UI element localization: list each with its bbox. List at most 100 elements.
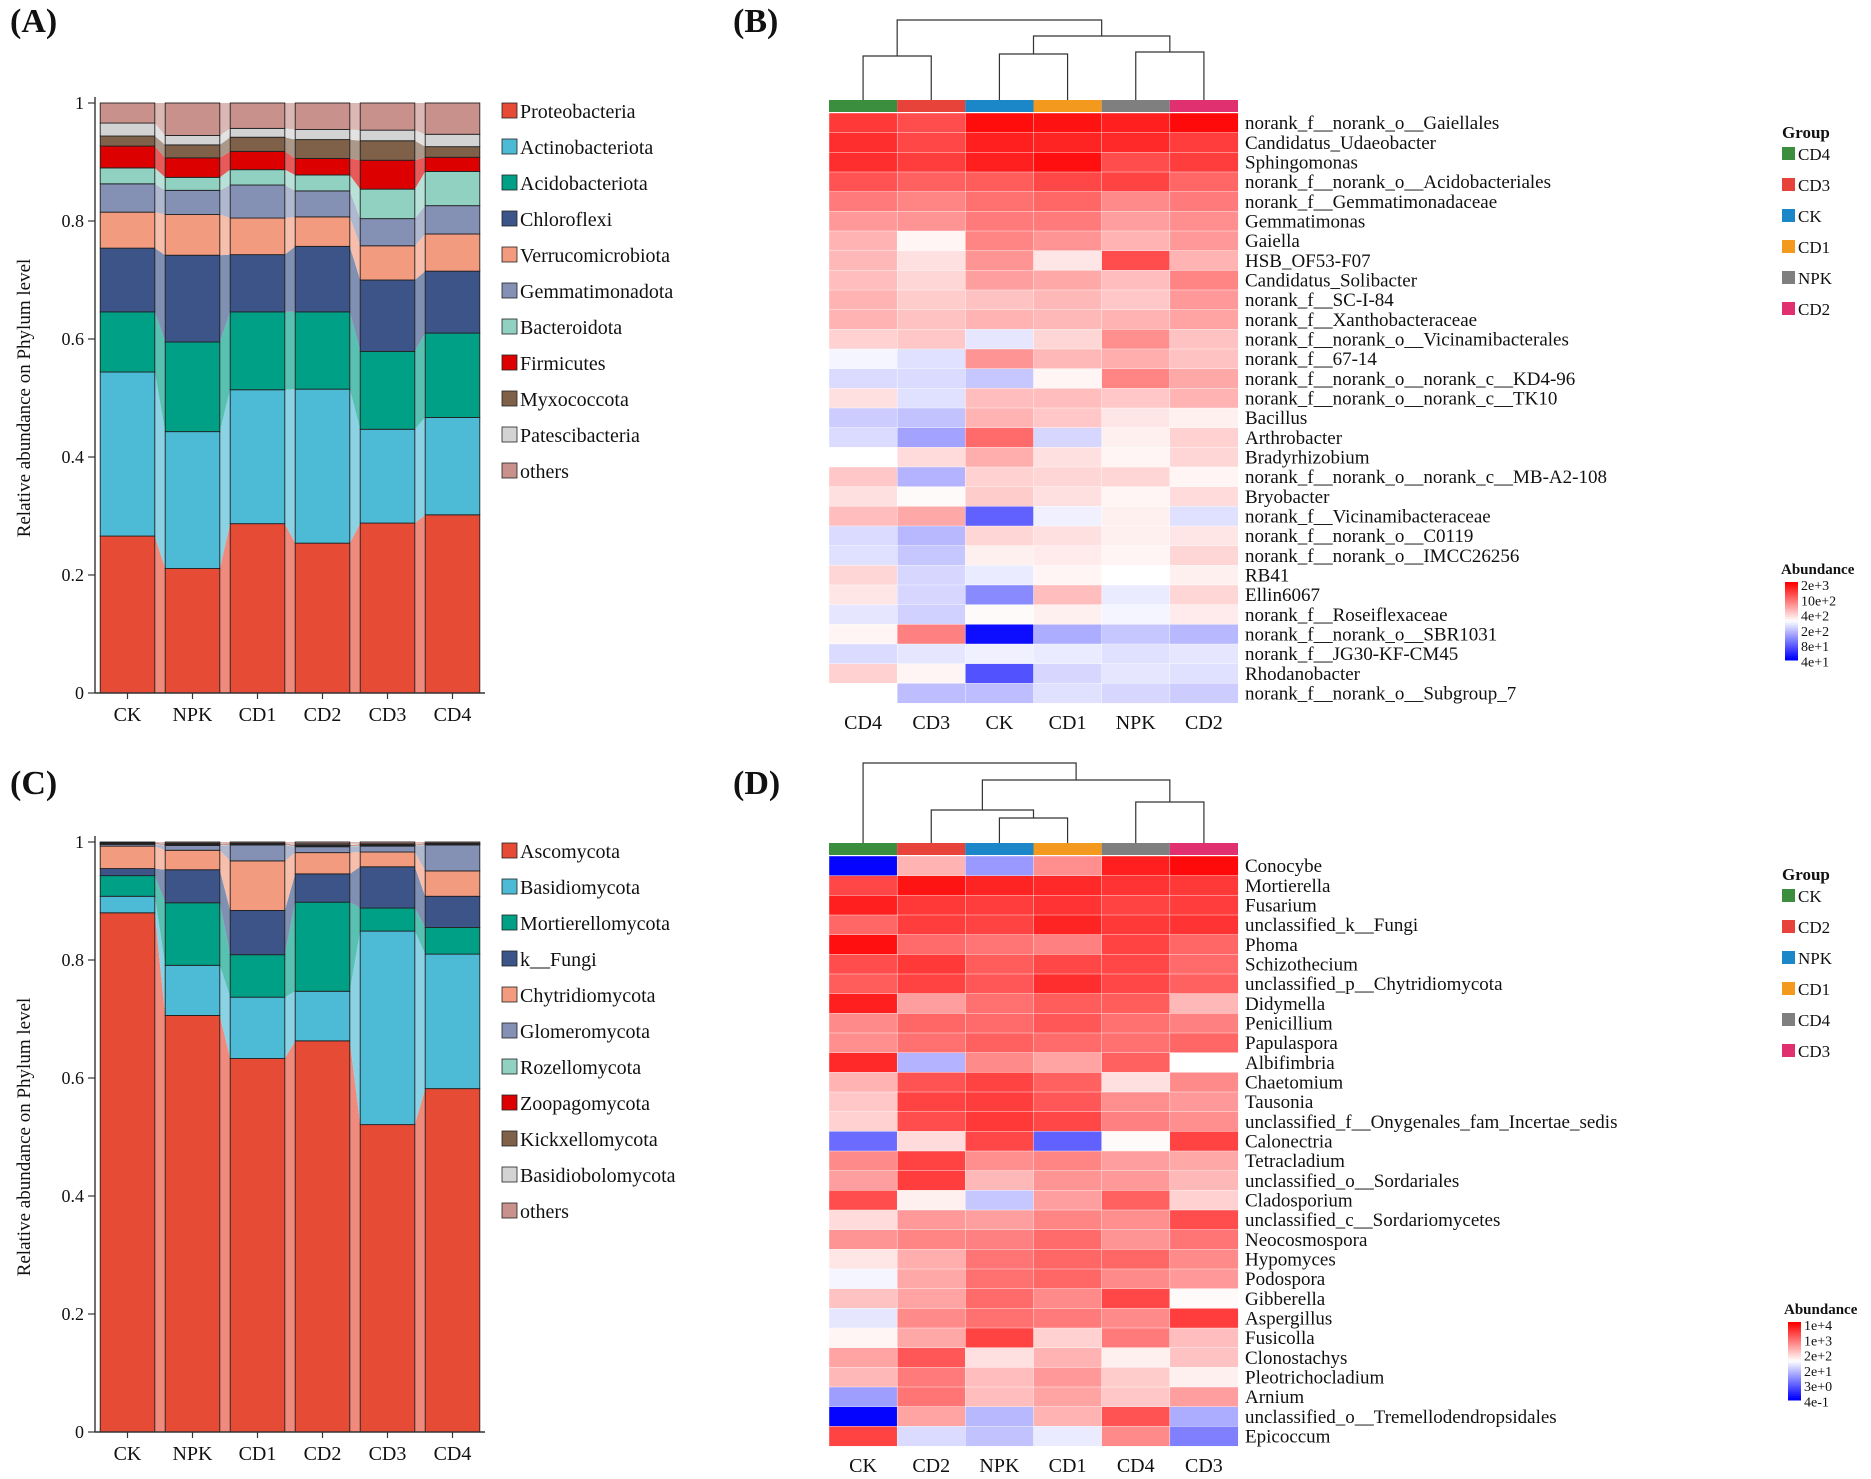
panel-label: (D): [733, 765, 780, 802]
colorbar-step: [1788, 1329, 1801, 1333]
colorbar-step: [1788, 1339, 1801, 1342]
bar-segment: [359, 245, 416, 281]
colorbar-step: [1788, 1345, 1801, 1348]
heatmap-cell: [965, 624, 1034, 645]
flow-band: [349, 246, 361, 352]
y-axis-title: Relative abundance on Phylum level: [14, 998, 35, 1277]
flow-band: [349, 389, 361, 544]
bar-segment: [99, 912, 156, 1433]
x-tick-label: CD1: [239, 704, 277, 726]
heatmap-cell: [828, 152, 898, 173]
bar-segment: [359, 428, 416, 524]
colorbar-step: [1785, 615, 1798, 618]
heatmap-cell: [1169, 525, 1239, 547]
bar-segment: [229, 102, 286, 129]
flow-band: [414, 233, 426, 280]
bar-segment: [164, 1015, 221, 1433]
flow-band: [414, 1088, 426, 1432]
heatmap-cell: [896, 171, 966, 193]
flow-band: [284, 216, 296, 255]
heatmap-cell: [1033, 604, 1103, 625]
heatmap-cell: [896, 191, 966, 212]
heatmap-cell: [828, 525, 898, 547]
row-label: norank_f__norank_o__norank_c__TK10: [1245, 388, 1557, 409]
heatmap-cell: [828, 506, 898, 527]
heatmap-cell: [1101, 152, 1171, 173]
heatmap-cell: [965, 1111, 1034, 1132]
colorbar-step: [1788, 1390, 1801, 1393]
group-color-bar: [1101, 843, 1170, 855]
bar-segment: [99, 167, 156, 185]
dendrogram-branch: [930, 809, 1035, 843]
legend-swatch: [501, 1202, 518, 1219]
heatmap-cell: [828, 132, 898, 153]
bar-segment: [294, 846, 351, 854]
dendrogram-branch: [981, 779, 1171, 810]
bar-segment: [424, 953, 481, 1090]
colorbar-step: [1788, 1349, 1801, 1352]
flow-band: [414, 103, 426, 135]
y-tick-label: 0.2: [62, 1304, 85, 1324]
flow-band: [154, 212, 166, 256]
flow-band: [414, 843, 426, 845]
heatmap-cell: [1169, 1406, 1239, 1427]
flow-band: [349, 158, 361, 190]
heatmap-cell: [828, 427, 898, 448]
bar-segment: [424, 332, 481, 418]
group-legend-swatch: [1782, 889, 1795, 902]
colorbar-step: [1785, 609, 1798, 612]
column-label: CD2: [912, 1455, 950, 1477]
heatmap-cell: [1101, 191, 1171, 212]
colorbar-step: [1785, 619, 1798, 622]
row-label: Neocosmospora: [1245, 1230, 1368, 1251]
heatmap-cell: [1033, 230, 1103, 252]
flow-band: [284, 1040, 296, 1432]
colorbar-label: 2e+2: [1804, 1350, 1832, 1365]
heatmap-cell: [896, 565, 966, 586]
dendrogram: [862, 19, 1205, 100]
bar-segment: [229, 136, 286, 152]
heatmap-cell: [896, 973, 966, 995]
flow-band: [349, 844, 361, 846]
heatmap-cell: [1101, 230, 1171, 252]
heatmap-cell: [1101, 604, 1171, 625]
bar-segment: [294, 901, 351, 992]
heatmap-cell: [965, 663, 1034, 684]
row-label: unclassified_p__Chytridiomycota: [1245, 974, 1503, 995]
heatmap-cell: [896, 525, 966, 547]
heatmap-cell: [1169, 875, 1239, 896]
bar-segment: [229, 523, 286, 694]
legend-swatch: [501, 1094, 518, 1111]
heatmap-cell: [896, 309, 966, 330]
heatmap-cell: [1033, 270, 1103, 291]
bar-segment: [164, 902, 221, 966]
heatmap-cell: [896, 1150, 966, 1172]
group-legend-title: Group: [1782, 123, 1830, 142]
flow-band: [414, 908, 426, 955]
group-legend-label: CD3: [1798, 1042, 1830, 1061]
heatmap-cell: [828, 250, 898, 271]
heatmap-cell: [1169, 663, 1239, 684]
heatmap-cell: [1101, 1347, 1171, 1368]
panel-B: (B)norank_f__norank_o__GaiellalesCandida…: [733, 3, 1855, 734]
heatmap-cell: [1169, 1072, 1239, 1093]
flow-band: [284, 842, 296, 844]
column-label: CD2: [1185, 712, 1223, 734]
heatmap-cell: [1101, 934, 1171, 955]
heatmap-cell: [965, 1072, 1034, 1093]
heatmap-cell: [896, 152, 966, 173]
colorbar-step: [1788, 1362, 1801, 1366]
bar-segment: [294, 139, 351, 159]
legend-label: Patescibacteria: [520, 425, 640, 447]
heatmap-cell: [1169, 368, 1239, 389]
row-label: Conocybe: [1245, 856, 1322, 877]
y-tick-label: 0.8: [62, 211, 85, 231]
heatmap-cell: [828, 191, 898, 212]
heatmap-cell: [1169, 1111, 1239, 1132]
heatmap-cell: [1033, 211, 1103, 232]
colorbar-step: [1785, 658, 1798, 661]
group-legend-title: Group: [1782, 865, 1830, 884]
heatmap-cell: [1169, 112, 1239, 134]
dendrogram-branch: [862, 762, 1077, 843]
heatmap-cell: [1101, 112, 1171, 134]
